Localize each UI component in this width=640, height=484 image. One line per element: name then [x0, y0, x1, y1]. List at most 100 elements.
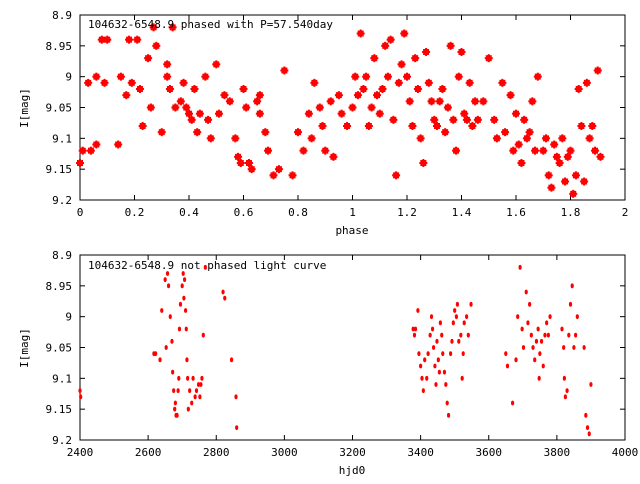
- data-point: [433, 363, 437, 369]
- data-point: [454, 314, 458, 320]
- data-point: [571, 171, 580, 180]
- data-point: [158, 357, 162, 363]
- data-point: [185, 109, 193, 118]
- data-point: [193, 128, 202, 137]
- data-point: [397, 60, 406, 69]
- data-point: [182, 103, 191, 112]
- data-point: [441, 128, 450, 137]
- data-point: [188, 388, 192, 394]
- data-point: [460, 109, 469, 118]
- data-point: [421, 388, 425, 394]
- data-point: [461, 351, 465, 357]
- data-point: [244, 159, 253, 167]
- data-point: [337, 109, 346, 118]
- data-point: [539, 146, 548, 155]
- data-point: [351, 72, 360, 81]
- data-point: [356, 29, 365, 38]
- data-point: [560, 326, 564, 332]
- data-point: [225, 97, 234, 106]
- data-point: [234, 394, 238, 400]
- data-point: [84, 78, 93, 87]
- data-point: [163, 60, 172, 69]
- data-point: [212, 60, 221, 69]
- data-point: [469, 301, 473, 307]
- data-point: [288, 171, 297, 180]
- data-point: [528, 301, 532, 307]
- data-point: [370, 54, 379, 63]
- data-point: [201, 332, 205, 338]
- data-point: [92, 72, 101, 81]
- data-point: [562, 345, 566, 350]
- data-point: [577, 122, 586, 130]
- chart-title: 104632-6548.9 phased with P=57.540day: [88, 18, 333, 31]
- data-point: [172, 388, 176, 394]
- data-point: [561, 177, 570, 186]
- data-point: [520, 326, 524, 332]
- data-point: [460, 375, 464, 381]
- data-point: [200, 375, 204, 381]
- x-tick-label: 1.8: [561, 206, 581, 219]
- y-tick-label: 9: [65, 311, 72, 324]
- data-point: [255, 91, 264, 100]
- data-point: [552, 152, 561, 161]
- data-point: [381, 41, 390, 50]
- data-point: [199, 382, 203, 387]
- data-point: [538, 351, 542, 357]
- data-point: [563, 394, 567, 400]
- data-point: [430, 326, 435, 332]
- data-point: [584, 412, 588, 418]
- data-point: [545, 320, 549, 326]
- data-point: [570, 283, 574, 289]
- data-point: [539, 338, 544, 344]
- y-tick-label: 9.05: [46, 342, 73, 355]
- data-point: [411, 54, 420, 63]
- data-point: [280, 66, 289, 75]
- data-point: [334, 91, 343, 100]
- data-point: [451, 320, 455, 326]
- data-point: [367, 103, 376, 112]
- data-point: [196, 382, 201, 387]
- data-point: [582, 78, 591, 87]
- data-point: [585, 134, 594, 143]
- y-tick-label: 9.15: [46, 163, 73, 176]
- y-tick-label: 9.2: [52, 434, 72, 447]
- data-point: [569, 189, 578, 198]
- data-point: [408, 122, 417, 130]
- data-point: [206, 134, 215, 143]
- data-point: [430, 115, 439, 124]
- data-point: [512, 109, 520, 118]
- data-point: [591, 146, 600, 155]
- data-point: [100, 78, 109, 87]
- data-point: [190, 85, 199, 93]
- data-point: [429, 314, 434, 320]
- data-point: [548, 314, 552, 320]
- data-point: [506, 91, 515, 100]
- data-point: [171, 103, 180, 112]
- data-point: [343, 122, 352, 130]
- data-point: [541, 363, 545, 369]
- data-point: [165, 85, 174, 93]
- x-tick-label: 0: [77, 206, 84, 219]
- data-point: [413, 326, 418, 332]
- data-point: [434, 382, 438, 387]
- data-point: [543, 332, 547, 338]
- data-point: [386, 35, 395, 44]
- data-point: [517, 159, 526, 167]
- data-point: [400, 29, 409, 38]
- data-point: [164, 345, 168, 350]
- data-point: [234, 152, 243, 161]
- data-point: [465, 314, 469, 320]
- y-tick-label: 8.95: [46, 40, 73, 53]
- data-point: [114, 140, 123, 149]
- data-point: [182, 295, 186, 301]
- data-point: [588, 122, 597, 130]
- axis-ticks: 2400 2600 2800 3000 3200 3400 3600 3800 4000 8.9 8…: [46, 249, 639, 459]
- data-point: [231, 134, 240, 143]
- data-point: [525, 128, 534, 137]
- data-point: [168, 23, 177, 32]
- data-point: [505, 363, 510, 369]
- data-point: [375, 109, 384, 118]
- data-point: [177, 375, 181, 381]
- data-point: [520, 115, 529, 124]
- data-point: [195, 109, 204, 118]
